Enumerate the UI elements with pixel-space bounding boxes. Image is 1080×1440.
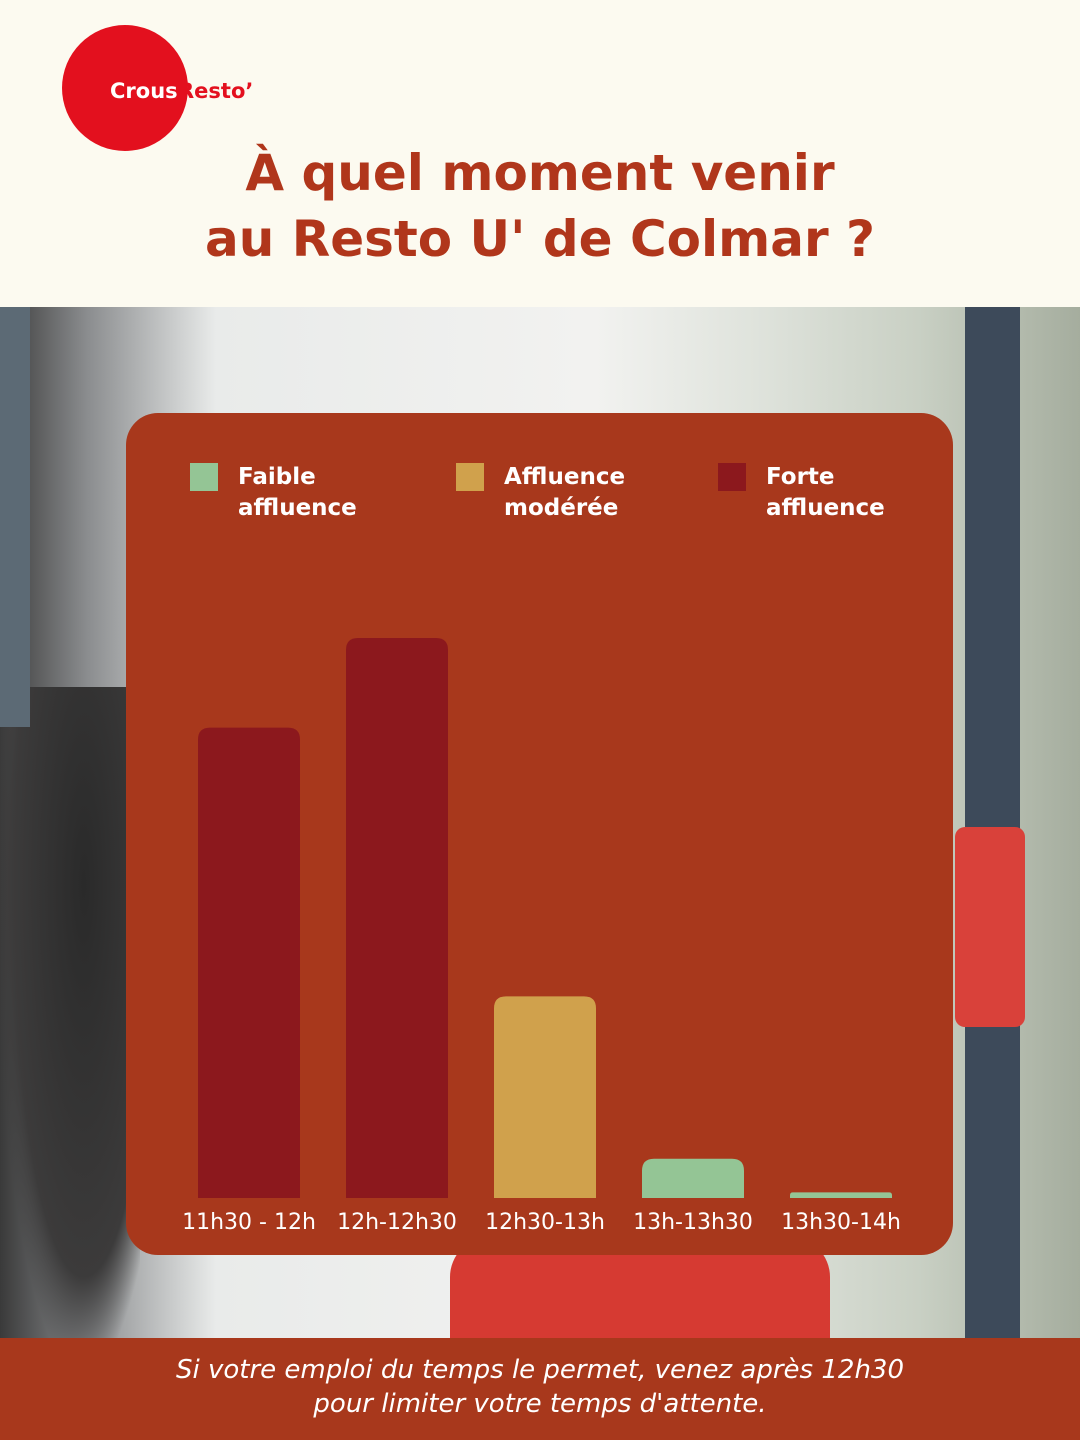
photo-shape (0, 307, 30, 727)
logo-text: Crous (110, 79, 178, 103)
title-line: au Resto U' de Colmar ? (204, 210, 876, 268)
x-tick-label: 12h30-13h (485, 1210, 605, 1235)
legend-swatch (456, 463, 484, 491)
photo-shape (965, 307, 1020, 1338)
footer: Si votre emploi du temps le permet, vene… (0, 1338, 1080, 1440)
legend-swatch (190, 463, 218, 491)
logo-circle (62, 25, 188, 151)
title: À quel moment venir au Resto U' de Colma… (0, 140, 1080, 272)
bar (494, 996, 596, 1198)
footer-line: Si votre emploi du temps le permet, vene… (175, 1355, 905, 1385)
x-tick-label: 12h-12h30 (337, 1210, 457, 1235)
logo-text: Resto’ (178, 79, 253, 103)
bar (346, 638, 448, 1198)
legend-label: Forte affluence (766, 464, 885, 521)
legend-label: Affluence modérée (504, 464, 626, 521)
bar (198, 727, 300, 1198)
footer-line: pour limiter votre temps d'attente. (313, 1389, 767, 1419)
legend-label: Faible affluence (238, 464, 357, 521)
x-tick-label: 13h-13h30 (633, 1210, 753, 1235)
title-line: À quel moment venir (245, 144, 835, 202)
x-tick-label: 13h30-14h (781, 1210, 901, 1235)
bar (790, 1192, 892, 1198)
x-tick-label: 11h30 - 12h (182, 1210, 316, 1235)
photo-shape (0, 687, 140, 1338)
photo-shape (955, 827, 1025, 1027)
bar (642, 1158, 744, 1198)
legend-swatch (718, 463, 746, 491)
